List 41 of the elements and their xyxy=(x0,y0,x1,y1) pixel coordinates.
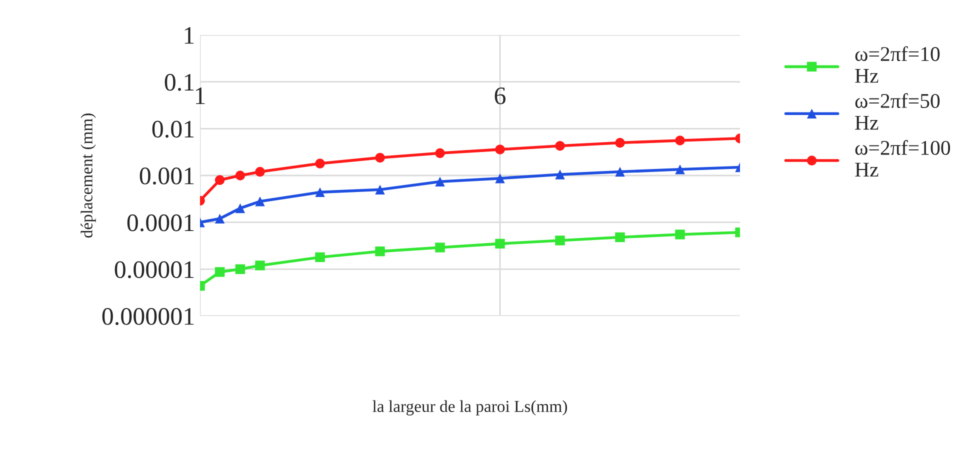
point xyxy=(555,140,565,151)
point xyxy=(214,267,225,277)
point xyxy=(375,246,385,256)
point xyxy=(615,138,625,148)
point xyxy=(555,170,565,180)
point xyxy=(235,264,246,274)
point xyxy=(435,242,445,252)
point xyxy=(495,173,505,184)
y-tick-label: 0.001 xyxy=(140,168,194,185)
x-axis-title: la largeur de la paroi Ls(mm) xyxy=(372,400,567,416)
point xyxy=(315,187,325,198)
point xyxy=(255,196,265,206)
point xyxy=(375,184,385,194)
point xyxy=(555,236,565,246)
point xyxy=(675,230,685,240)
point xyxy=(235,203,246,214)
y-tick-label: 1 xyxy=(184,27,194,44)
point xyxy=(435,176,445,186)
point xyxy=(675,164,685,174)
point xyxy=(495,238,505,249)
point xyxy=(435,148,445,158)
point xyxy=(315,252,325,262)
point xyxy=(615,232,625,242)
x-tick-label: 6 xyxy=(494,87,506,104)
point xyxy=(255,260,265,270)
y-tick-label: 0.1 xyxy=(164,74,194,91)
point xyxy=(675,136,685,146)
point xyxy=(255,166,265,177)
point xyxy=(315,158,325,168)
point xyxy=(235,170,246,180)
legend-label: ω=2πf=100 Hz xyxy=(855,140,950,177)
point xyxy=(214,214,225,224)
y-axis-title: déplacement (mm) xyxy=(80,114,96,238)
y-tick-label: 0.00001 xyxy=(114,261,194,278)
y-tick-label: 0.01 xyxy=(152,120,194,138)
y-tick-label: 0.0001 xyxy=(127,214,194,232)
point xyxy=(495,144,505,154)
y-tick-label: 0.000001 xyxy=(102,308,194,326)
point xyxy=(375,152,385,163)
point xyxy=(214,175,225,185)
point xyxy=(615,166,625,177)
